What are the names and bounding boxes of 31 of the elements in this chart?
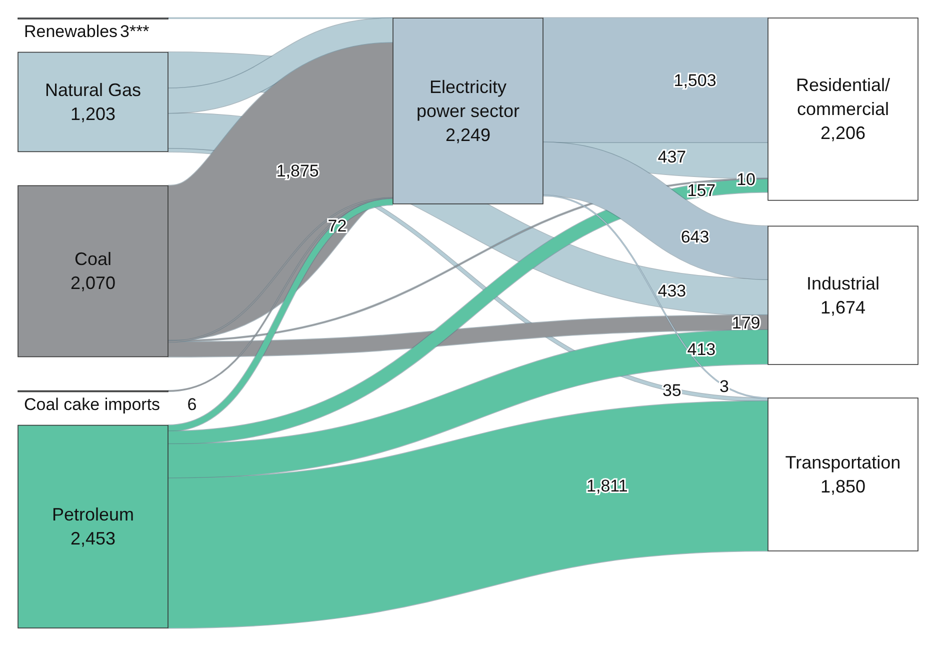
category-label: Residential/ commercial xyxy=(796,75,890,120)
data-label: 1,875 xyxy=(276,162,319,181)
data-label: 2,070 xyxy=(70,273,116,294)
category-label: Coal xyxy=(74,249,112,270)
data-label: 1,203 xyxy=(70,104,116,124)
data-label: 1,674 xyxy=(820,297,866,318)
category-label: Petroleum xyxy=(52,504,134,525)
data-label: 179 xyxy=(732,314,760,333)
category-label: Coal cake imports xyxy=(24,394,160,414)
data-label: 2,453 xyxy=(70,528,116,549)
data-label: 72 xyxy=(328,216,347,236)
data-label: 413 xyxy=(687,340,716,360)
category-label: Industrial xyxy=(806,273,880,294)
data-label: 10 xyxy=(736,170,756,190)
data-label: 2,206 xyxy=(820,123,866,144)
data-label: 3*** xyxy=(120,22,150,41)
data-label: 1,811 xyxy=(586,476,628,496)
category-label: Renewables xyxy=(24,22,118,41)
data-label: 2,249 xyxy=(445,124,491,145)
category-label: Electricity power sector xyxy=(416,76,520,121)
category-label: Transportation xyxy=(785,452,901,472)
data-label: 6 xyxy=(187,394,197,414)
data-label: 643 xyxy=(680,228,710,247)
data-label: 157 xyxy=(687,181,716,200)
data-label: 437 xyxy=(658,148,686,167)
data-label: 3 xyxy=(719,376,729,396)
data-label: 1,850 xyxy=(820,476,866,496)
data-label: 35 xyxy=(662,380,682,400)
category-label: Natural Gas xyxy=(44,80,142,100)
data-label: 1,503 xyxy=(674,71,716,90)
data-label: 433 xyxy=(658,282,686,301)
